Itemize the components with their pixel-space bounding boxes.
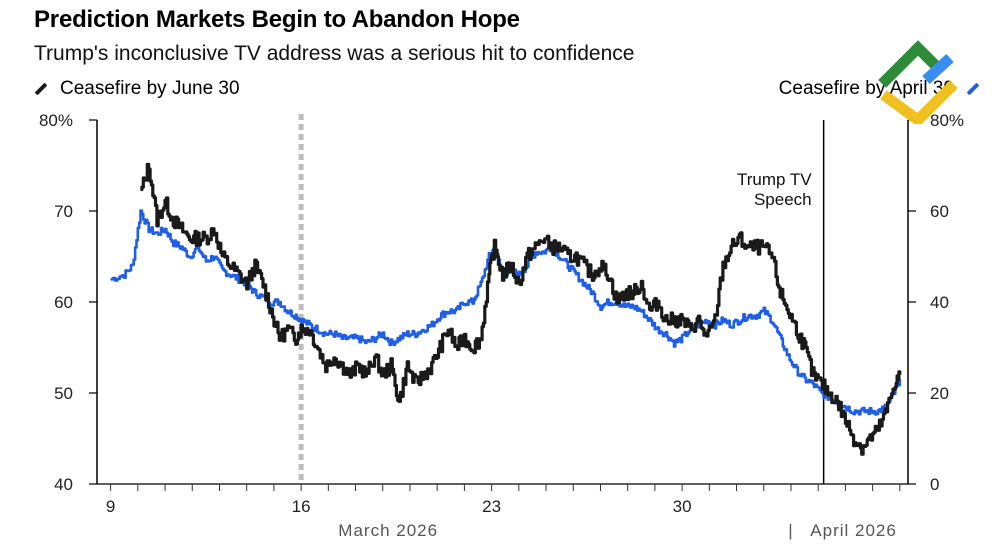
chart-title: Prediction Markets Begin to Abandon Hope	[34, 6, 520, 33]
left-tick-label: 80%	[39, 111, 73, 130]
right-tick-label: 60	[930, 202, 949, 221]
legend-left: Ceasefire by June 30	[34, 78, 240, 100]
watermark-logo-icon	[878, 40, 958, 124]
right-tick-label: 40	[930, 293, 949, 312]
legend-label-april: Ceasefire by April 30	[778, 78, 954, 99]
x-tick-label: 9	[106, 497, 115, 516]
left-tick-label: 60	[54, 293, 73, 312]
right-tick-label: 0	[930, 475, 939, 494]
x-tick-label: 30	[673, 497, 692, 516]
right-tick-label: 20	[930, 384, 949, 403]
series-line-april-30	[110, 209, 902, 416]
speech-annotation-line1: Trump TV	[737, 170, 812, 189]
x-tick-label: 16	[292, 497, 311, 516]
x-tick-label: 23	[482, 497, 501, 516]
right-tick-label: 80%	[930, 111, 964, 130]
chart-subtitle: Trump's inconclusive TV address was a se…	[34, 42, 635, 65]
series-line-june-30	[140, 162, 902, 456]
left-tick-label: 70	[54, 202, 73, 221]
left-tick-label: 40	[54, 475, 73, 494]
month-label-march: March 2026	[338, 521, 438, 540]
left-tick-label: 50	[54, 384, 73, 403]
legend-label-june: Ceasefire by June 30	[60, 78, 240, 99]
month-label-april: April 2026	[810, 521, 897, 540]
legend-right: Ceasefire by April 30	[779, 78, 980, 100]
speech-annotation-line2: Speech	[754, 190, 812, 209]
month-separator: |	[788, 521, 793, 540]
